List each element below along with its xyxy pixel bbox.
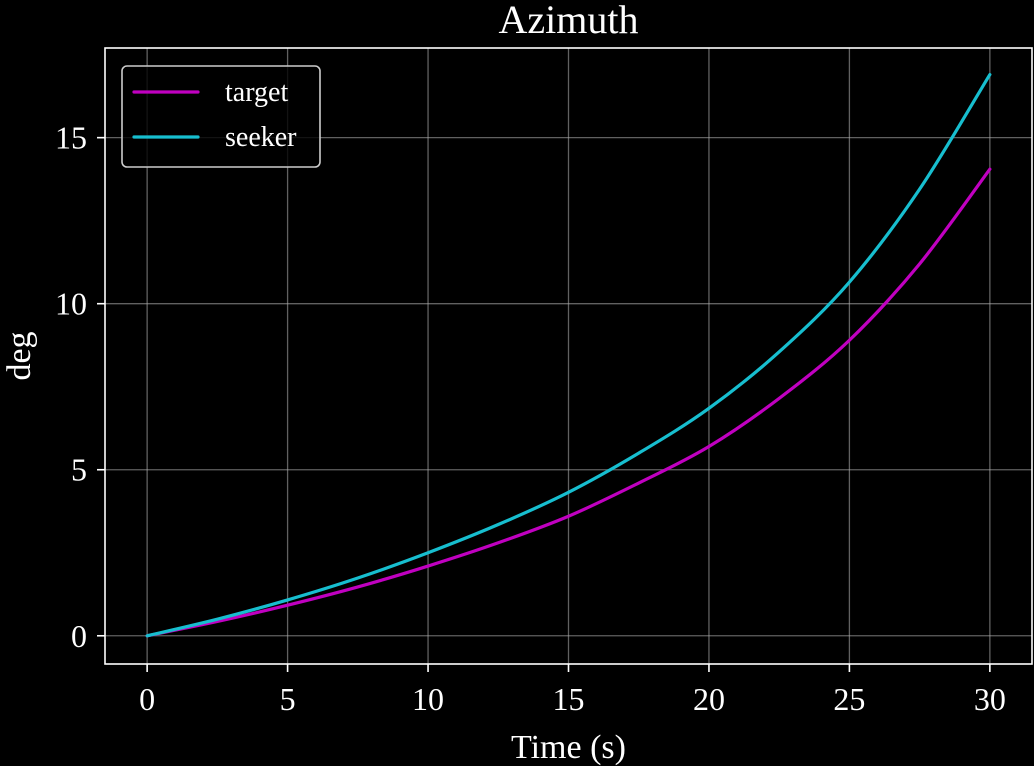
legend-label-target: target — [225, 77, 288, 108]
x-tick-label: 0 — [139, 681, 155, 717]
series-line-target — [145, 167, 992, 638]
x-tick-label: 15 — [553, 681, 585, 717]
y-tick-label: 0 — [71, 618, 87, 654]
y-tick-label: 5 — [71, 452, 87, 488]
legend-label-seeker: seeker — [225, 122, 297, 153]
y-axis-label: deg — [1, 331, 38, 380]
grid — [105, 48, 1032, 664]
y-tick-label: 10 — [55, 286, 87, 322]
x-tick-label: 10 — [412, 681, 444, 717]
x-tick-label: 30 — [974, 681, 1006, 717]
x-axis-label: Time (s) — [511, 729, 626, 766]
x-tick-label: 5 — [280, 681, 296, 717]
chart-title: Azimuth — [499, 0, 639, 42]
legend: target seeker — [121, 65, 321, 168]
series-lines — [145, 72, 992, 638]
y-tick-label: 15 — [55, 120, 87, 156]
ticks: 0 5 10 15 20 25 30 0 5 10 15 — [55, 120, 1006, 717]
series-line-seeker — [145, 72, 992, 638]
x-tick-label: 25 — [833, 681, 865, 717]
x-tick-label: 20 — [693, 681, 725, 717]
